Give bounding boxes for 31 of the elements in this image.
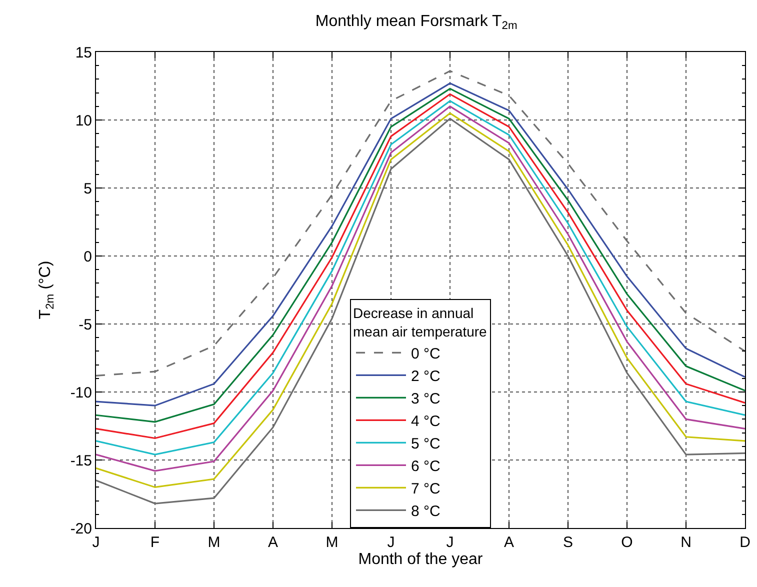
legend-label: 3 °C [411,390,441,408]
x-tick-label: F [150,534,160,551]
legend-label: 4 °C [411,413,441,430]
y-tick-label: -15 [70,452,92,470]
legend-label: 2 °C [411,368,441,385]
legend-title: Decrease in annual mean air temperature [353,305,488,340]
y-tick-label: 0 [84,248,92,266]
x-tick-label: M [326,534,338,551]
x-tick-label: J [387,534,395,551]
y-tick-label: -5 [78,316,92,334]
x-tick-label: A [504,534,514,551]
x-tick-label: J [446,534,454,551]
legend-label: 6 °C [411,458,441,475]
x-tick-label: A [268,534,278,551]
y-tick-label: 5 [84,180,92,198]
y-tick-label: 10 [75,112,92,130]
x-tick-label: S [562,534,574,551]
legend-label: 0 °C [411,346,441,362]
y-tick-label: -20 [70,520,92,538]
x-tick-label: N [680,534,692,551]
legend-label: 7 °C [411,480,441,498]
x-axis-title: Month of the year [358,551,484,568]
x-tick-label: M [208,534,220,551]
legend-label: 8 °C [411,503,441,520]
x-tick-label: J [92,534,100,551]
chart-title: Monthly mean Forsmark T$_{2m}$ [315,12,518,32]
x-tick-label: D [740,534,751,551]
x-tick-label: O [621,534,633,551]
y-tick-label: -10 [70,384,92,402]
legend-label: 5 °C [411,436,441,452]
y-tick-label: 15 [75,44,92,62]
